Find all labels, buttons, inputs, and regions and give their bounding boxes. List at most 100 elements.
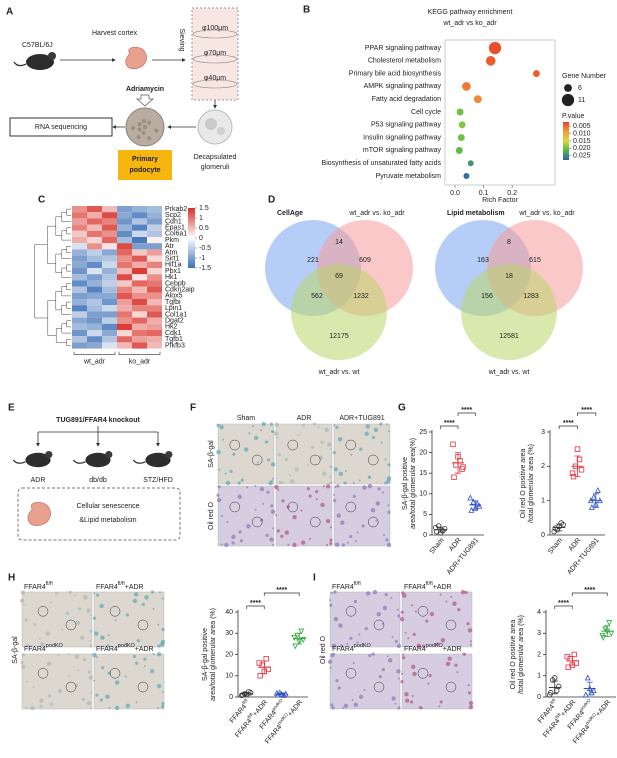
stain-spot <box>152 653 155 656</box>
condition-label: FFAR4podKO+ADR <box>404 644 462 653</box>
stain-spot <box>428 674 432 678</box>
venn-circle <box>461 264 557 360</box>
stain-spot <box>216 449 221 455</box>
stain-spot <box>65 611 70 615</box>
category-label: Cholesterol metabolism <box>368 58 441 65</box>
stain-spot <box>466 622 470 626</box>
data-point <box>256 660 262 666</box>
heatmap-cell <box>117 323 132 330</box>
stain-spot <box>325 484 331 489</box>
stain-spot <box>100 635 105 640</box>
gene-label: Dgat2 <box>165 318 184 325</box>
gene-label: Alox5 <box>165 293 183 300</box>
region-count: 609 <box>359 257 371 264</box>
stain-spot <box>340 644 344 648</box>
stain-spot <box>329 481 333 485</box>
mouse-icon <box>48 52 56 60</box>
glomerulus <box>309 454 321 466</box>
stain-spot <box>315 498 318 501</box>
category-label: Pyruvate metabolism <box>376 173 442 180</box>
stain-spot <box>320 502 325 508</box>
stain-spot <box>157 644 161 648</box>
stain-spot <box>335 679 339 683</box>
stain-spot <box>353 599 358 604</box>
stain-spot <box>397 706 401 710</box>
stain-spot <box>156 707 159 709</box>
stain-spot <box>239 539 244 543</box>
heatmap-cell <box>72 305 87 312</box>
mouse-icon <box>132 459 146 464</box>
stain-spot <box>220 543 223 546</box>
stain-spot <box>380 441 383 444</box>
heatmap-cell <box>132 305 147 312</box>
stain-spot <box>382 491 385 494</box>
stain-spot <box>89 644 93 648</box>
stain-spot <box>329 465 333 469</box>
glomerulus <box>109 606 121 617</box>
column-bracket <box>73 351 116 355</box>
stain-spot <box>45 631 51 636</box>
region-count: 615 <box>529 257 541 264</box>
glomerulus <box>251 454 263 466</box>
stain-spot <box>290 479 295 484</box>
gene-label: Atm <box>165 249 178 256</box>
heatmap-cell <box>72 218 87 225</box>
stain-spot <box>317 426 320 429</box>
stain-spot <box>114 705 120 711</box>
heatmap-cell <box>147 311 162 318</box>
stain-spot <box>358 479 361 482</box>
stain-spot <box>106 644 110 648</box>
glomerulus <box>345 501 357 513</box>
label-base: FFAR4 <box>404 584 426 591</box>
significance-bracket <box>554 605 573 609</box>
drug-label: Adriamycin <box>126 86 164 93</box>
heatmap-cell <box>147 274 162 281</box>
heatmap-cell <box>147 230 162 237</box>
category-label: Cell cycle <box>411 109 441 116</box>
heatmap-cell <box>72 286 87 293</box>
stain-spot <box>30 645 33 647</box>
glomerulus <box>445 681 457 693</box>
heatmap-cell <box>117 218 132 225</box>
heatmap-cell <box>87 212 102 219</box>
stain-spot <box>253 435 259 441</box>
y-axis-label: area/total glomerular area(%) <box>410 438 417 529</box>
set-label: wt_adr vs. ko_adr <box>518 210 575 217</box>
stain-spot <box>405 698 410 703</box>
stain-spot <box>308 494 312 498</box>
significance-label: **** <box>444 420 455 427</box>
column-label: Sham <box>237 415 255 422</box>
heatmap-cell <box>117 243 132 250</box>
x-tick-label: ADR <box>568 537 583 553</box>
gene-label: Prkab2 <box>165 206 187 213</box>
data-point <box>460 464 466 470</box>
venn-circle <box>291 264 387 360</box>
stain-spot <box>364 431 369 436</box>
gene-label: Cdk1 <box>165 330 181 337</box>
stain-spot <box>74 654 80 660</box>
heatmap-cell <box>72 299 87 306</box>
heatmap-cell <box>102 218 117 225</box>
stain-spot <box>362 485 367 490</box>
stain-spot <box>144 595 149 600</box>
stain-spot <box>425 619 429 623</box>
stain-spot <box>256 461 259 464</box>
label-suffix: +ADR <box>135 646 154 653</box>
stain-spot <box>310 445 314 449</box>
y-tick-label: 40 <box>225 609 233 616</box>
stain-spot <box>337 686 341 690</box>
label-suffix: +ADR <box>595 699 612 718</box>
stain-spot <box>411 664 416 670</box>
heatmap-cell <box>117 330 132 337</box>
stain-spot <box>429 611 435 617</box>
heatmap-cell <box>102 280 117 287</box>
data-point <box>435 523 442 529</box>
sieve-label: φ100μm <box>202 25 228 32</box>
stain-spot <box>156 652 162 657</box>
data-point <box>608 630 615 637</box>
y-tick-label: 5 <box>423 511 427 518</box>
stain-spot <box>294 467 299 472</box>
dendrogram <box>47 300 57 336</box>
heatmap-cell <box>72 261 87 268</box>
stain-spot <box>381 667 385 672</box>
